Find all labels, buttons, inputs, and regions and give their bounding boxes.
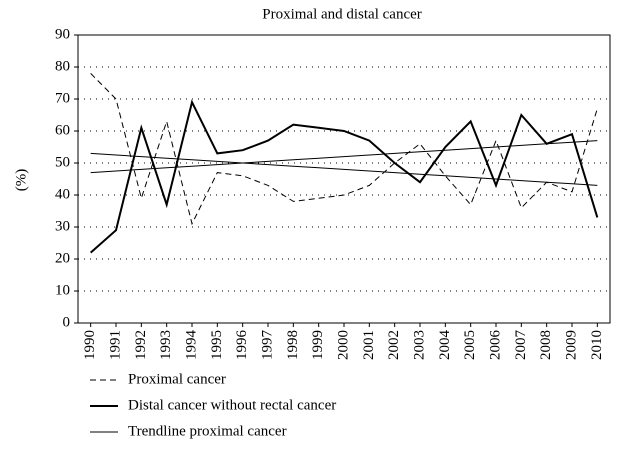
x-tick-label: 2003 [411,330,427,360]
y-tick-label: 70 [55,90,70,106]
legend-label: Trendline proximal cancer [128,423,287,439]
x-tick-label: 1992 [133,330,149,360]
series-line [90,73,598,226]
y-tick-label: 30 [55,218,70,234]
x-tick-label: 1996 [234,330,250,361]
y-axis-label: (%) [13,169,29,192]
x-tick-label: 2010 [589,330,605,360]
x-tick-label: 1995 [209,330,225,360]
y-tick-label: 50 [55,154,70,170]
x-tick-label: 1999 [310,330,326,360]
x-tick-label: 2004 [437,330,453,361]
x-tick-label: 1998 [285,330,301,360]
y-tick-label: 90 [55,26,70,42]
x-tick-label: 2005 [462,330,478,360]
x-tick-label: 1997 [259,330,275,361]
legend-label: Distal cancer without rectal cancer [128,397,336,413]
x-tick-label: 1991 [107,330,123,360]
x-tick-label: 2008 [538,330,554,360]
x-tick-label: 2000 [335,330,351,360]
y-tick-label: 20 [55,250,70,266]
x-tick-label: 2002 [386,330,402,360]
series-line [90,140,598,174]
x-tick-label: 1990 [82,330,98,360]
y-tick-label: 10 [55,282,70,298]
chart-title: Proximal and distal cancer [262,6,422,22]
y-tick-label: 80 [55,58,70,74]
series-line [90,152,598,186]
x-tick-label: 1994 [183,330,199,361]
x-tick-label: 2009 [563,330,579,360]
y-tick-label: 60 [55,122,70,138]
series-line [90,99,599,254]
y-tick-label: 0 [63,314,71,330]
x-tick-label: 2006 [487,330,503,361]
x-tick-label: 1993 [158,330,174,360]
x-tick-label: 2001 [361,330,377,360]
legend-label: Proximal cancer [128,371,226,387]
x-tick-label: 2007 [513,330,529,361]
y-tick-label: 40 [55,186,70,202]
